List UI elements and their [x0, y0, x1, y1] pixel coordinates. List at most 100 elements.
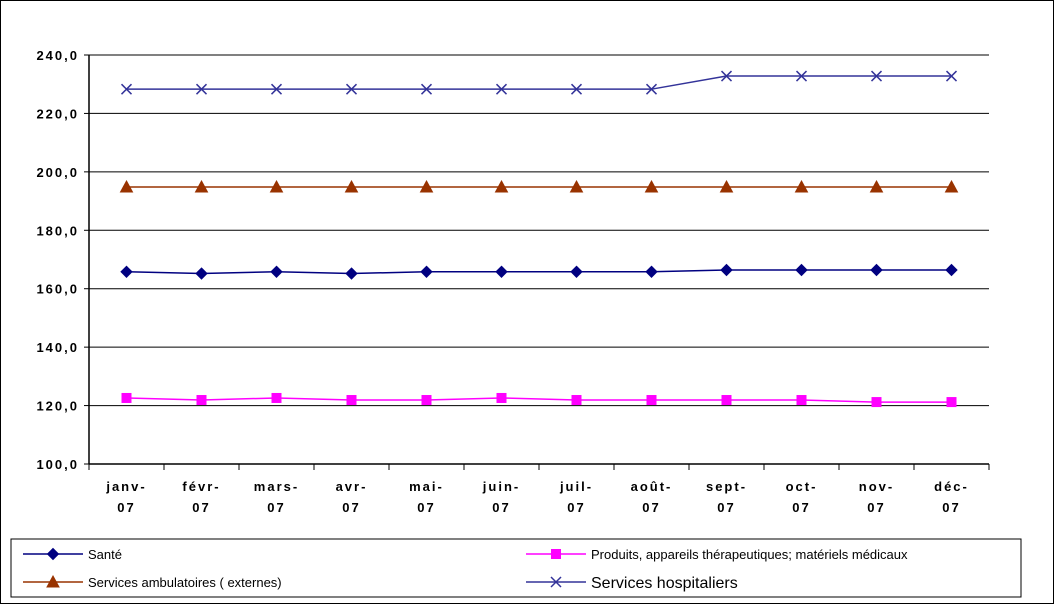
- data-point-0-1: [195, 267, 208, 280]
- data-point-3-11-stroke-b: [945, 70, 958, 82]
- y-tick-label: 120,0: [36, 399, 79, 414]
- data-point-3-8-stroke-b: [720, 70, 733, 82]
- data-point-3-10: [870, 70, 883, 82]
- y-tick-label: 200,0: [36, 165, 79, 180]
- data-point-3-8: [720, 70, 733, 82]
- legend-label-0: Santé: [88, 547, 122, 562]
- data-point-3-9-stroke-b: [795, 70, 808, 82]
- x-tick-label: 07: [417, 500, 435, 515]
- x-tick-label: 07: [267, 500, 285, 515]
- data-point-3-4: [420, 83, 433, 95]
- x-tick-label: 07: [567, 500, 585, 515]
- data-point-0-6: [570, 265, 583, 278]
- data-point-3-1-stroke-b: [195, 83, 208, 95]
- series-3: [120, 70, 958, 95]
- x-tick-label: 07: [192, 500, 210, 515]
- data-point-2-10: [869, 180, 884, 193]
- data-point-2-4: [419, 180, 434, 193]
- data-point-3-1: [195, 83, 208, 95]
- data-point-2-7: [644, 180, 659, 193]
- x-tick-label: 07: [942, 500, 960, 515]
- data-point-1-4: [421, 395, 432, 406]
- data-point-0-0: [120, 265, 133, 278]
- x-tick-label: 07: [342, 500, 360, 515]
- data-point-3-7-stroke-b: [645, 83, 658, 95]
- x-tick-label: mars-: [254, 479, 299, 494]
- data-point-0-3: [345, 267, 358, 280]
- data-point-0-10: [870, 263, 883, 277]
- x-tick-label: 07: [117, 500, 135, 515]
- x-tick-label: 07: [717, 500, 735, 515]
- x-tick-label: sept-: [706, 479, 747, 494]
- y-tick-label: 240,0: [36, 48, 79, 63]
- data-point-1-11: [946, 397, 957, 408]
- data-point-1-6: [571, 395, 582, 406]
- data-point-3-5: [495, 83, 508, 95]
- legend-item-3: Services hospitaliers: [526, 575, 738, 592]
- data-point-0-5: [495, 265, 508, 278]
- data-point-1-0: [121, 392, 132, 403]
- data-point-3-6-stroke-b: [570, 83, 583, 95]
- data-point-1-9: [796, 395, 807, 406]
- axes: 100,0 120,0 140,0 160,0 180,0 200,0 220,0 240,0…: [36, 48, 990, 515]
- data-point-1-1: [196, 395, 207, 406]
- data-point-3-0-stroke-b: [120, 83, 133, 95]
- data-point-2-9: [794, 180, 809, 193]
- legend-swatch-marker-3-stroke-b: [550, 576, 562, 588]
- data-point-3-9: [795, 70, 808, 82]
- data-point-3-7: [645, 83, 658, 95]
- x-tick-label: nov-: [859, 479, 894, 494]
- series-line-1: [126, 397, 952, 403]
- data-point-0-8: [720, 263, 733, 277]
- data-point-0-4: [420, 265, 433, 278]
- data-point-2-2: [269, 180, 284, 193]
- series-0: [120, 263, 958, 280]
- x-tick-label: 07: [792, 500, 810, 515]
- y-tick-label: 160,0: [36, 282, 79, 297]
- data-point-1-10: [871, 397, 882, 408]
- data-point-2-11: [944, 180, 959, 193]
- x-tick-label: janv-: [105, 479, 146, 494]
- data-point-3-0: [120, 83, 133, 95]
- data-point-1-2: [271, 392, 282, 403]
- data-point-2-8: [719, 180, 734, 193]
- series-2: [119, 180, 959, 193]
- legend-item-2: Services ambulatoires ( externes): [23, 574, 282, 590]
- data-point-2-5: [494, 180, 509, 193]
- data-point-2-1: [194, 180, 209, 193]
- data-point-0-9: [795, 263, 808, 277]
- series-1: [121, 392, 957, 408]
- y-tick-label: 220,0: [36, 106, 79, 121]
- y-tick-label: 180,0: [36, 223, 79, 238]
- data-point-2-3: [344, 180, 359, 193]
- legend-swatch-marker-0: [46, 547, 60, 561]
- data-point-0-7: [645, 265, 658, 278]
- x-tick-label: 07: [642, 500, 660, 515]
- x-tick-label: juin-: [482, 479, 520, 494]
- data-point-0-11: [945, 263, 958, 277]
- legend-swatch-marker-2: [46, 574, 60, 588]
- legend-label-2: Services ambulatoires ( externes): [88, 575, 282, 590]
- legend-swatch-marker-1: [551, 549, 561, 559]
- y-tick-label: 140,0: [36, 340, 79, 355]
- data-point-3-3-stroke-b: [345, 83, 358, 95]
- x-tick-label: août-: [631, 479, 673, 494]
- data-point-3-11: [945, 70, 958, 82]
- x-tick-label: juil-: [559, 479, 593, 494]
- data-point-1-3: [346, 395, 357, 406]
- data-point-2-0: [119, 180, 134, 193]
- x-tick-label: mai-: [409, 479, 444, 494]
- x-tick-label: oct-: [786, 479, 818, 494]
- legend-swatch-marker-3: [550, 576, 562, 588]
- legend-item-1: Produits, appareils thérapeutiques; maté…: [526, 547, 908, 562]
- data-point-3-2: [270, 83, 283, 95]
- x-tick-label: déc-: [934, 479, 969, 494]
- data-point-2-6: [569, 180, 584, 193]
- data-point-0-2: [270, 265, 283, 278]
- data-point-3-10-stroke-b: [870, 70, 883, 82]
- data-point-3-6: [570, 83, 583, 95]
- data-point-1-7: [646, 395, 657, 406]
- x-tick-label: févr-: [182, 479, 220, 494]
